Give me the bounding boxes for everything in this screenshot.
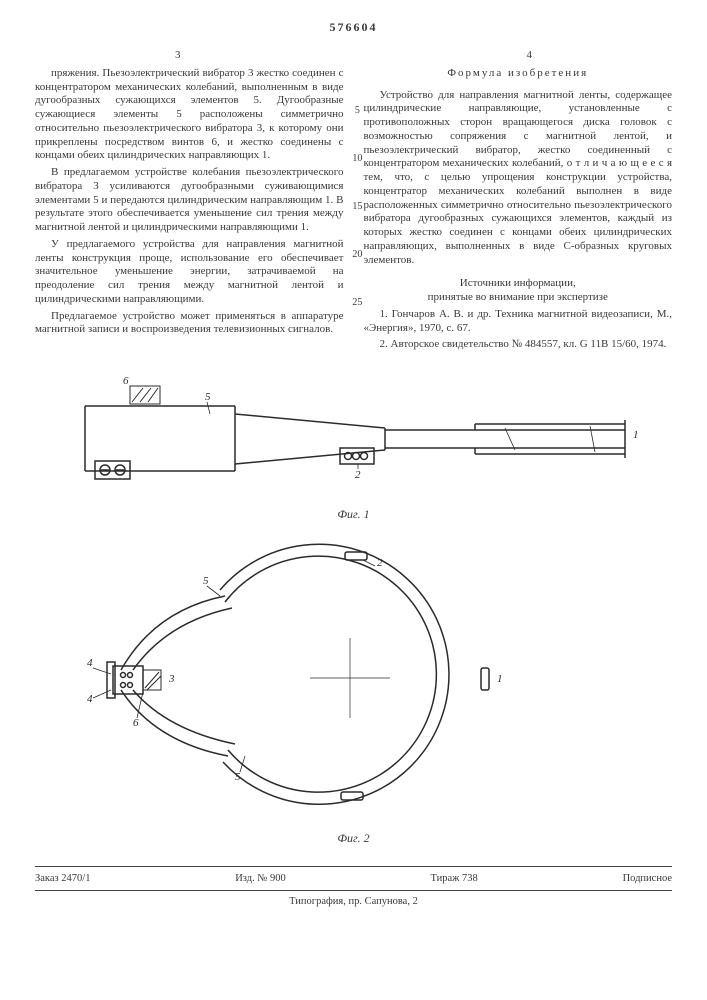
right-column: Формула изобретения Устройство для напра… — [364, 67, 673, 352]
callout: 5 — [205, 391, 211, 403]
line-no: 5 — [350, 105, 364, 118]
page-left: 3 — [175, 49, 181, 63]
callout: 3 — [168, 673, 175, 685]
paragraph: В предлагаемом устройстве колебания пьез… — [35, 166, 344, 235]
paragraph: Предлагаемое устройство может применятьс… — [35, 310, 344, 338]
callout: 6 — [123, 376, 129, 387]
figure-1: 6 5 2 1 Фиг. 1 — [35, 376, 672, 522]
footer-izd: Изд. № 900 — [235, 872, 286, 885]
line-no: 15 — [350, 201, 364, 214]
figure-1-label: Фиг. 1 — [35, 507, 672, 522]
sources-heading-2: принятые во внимание при экспертизе — [364, 291, 673, 305]
footer-tiraj: Тираж 738 — [431, 872, 478, 885]
footer-sub: Типография, пр. Сапунова, 2 — [35, 890, 672, 908]
footer-line: Заказ 2470/1 Изд. № 900 Тираж 738 Подпис… — [35, 866, 672, 885]
figure-2-label: Фиг. 2 — [35, 831, 672, 846]
callout: 5 — [203, 575, 209, 587]
callout: 5 — [235, 771, 241, 783]
reference: 1. Гончаров А. В. и др. Техника магнитно… — [364, 308, 673, 336]
callout: 1 — [497, 673, 503, 685]
text-columns: 5 10 15 20 25 пряжения. Пьезоэлектрическ… — [35, 67, 672, 352]
line-no: 25 — [350, 297, 364, 310]
callout: 2 — [377, 557, 383, 569]
page-right: 4 — [527, 49, 533, 63]
reference: 2. Авторское свидетельство № 484557, кл.… — [364, 338, 673, 352]
figure-2: 5 4 3 4 6 2 5 1 Фиг. 2 — [35, 530, 672, 846]
left-column: пряжения. Пьезоэлектрический вибратор 3 … — [35, 67, 344, 352]
figure-2-drawing: 5 4 3 4 6 2 5 1 — [35, 530, 675, 820]
paragraph: У предлагаемого устройства для направлен… — [35, 238, 344, 307]
sources-heading-1: Источники информации, — [364, 277, 673, 291]
claim-text: Устройство для направления магнитной лен… — [364, 89, 673, 268]
callout: 4 — [87, 693, 93, 705]
page-numbers: 3 4 — [35, 49, 672, 63]
callout: 1 — [633, 429, 639, 441]
paragraph: пряжения. Пьезоэлектрический вибратор 3 … — [35, 67, 344, 163]
line-no: 10 — [350, 153, 364, 166]
figure-1-drawing: 6 5 2 1 — [35, 376, 675, 496]
callout: 4 — [87, 657, 93, 669]
line-no: 20 — [350, 249, 364, 262]
footer-zakaz: Заказ 2470/1 — [35, 872, 90, 885]
claims-heading: Формула изобретения — [364, 67, 673, 81]
callout: 6 — [133, 717, 139, 729]
figures-block: 6 5 2 1 Фиг. 1 — [35, 376, 672, 846]
footer-podpis: Подписное — [623, 872, 672, 885]
callout: 2 — [355, 469, 361, 481]
document-number: 576604 — [35, 20, 672, 35]
